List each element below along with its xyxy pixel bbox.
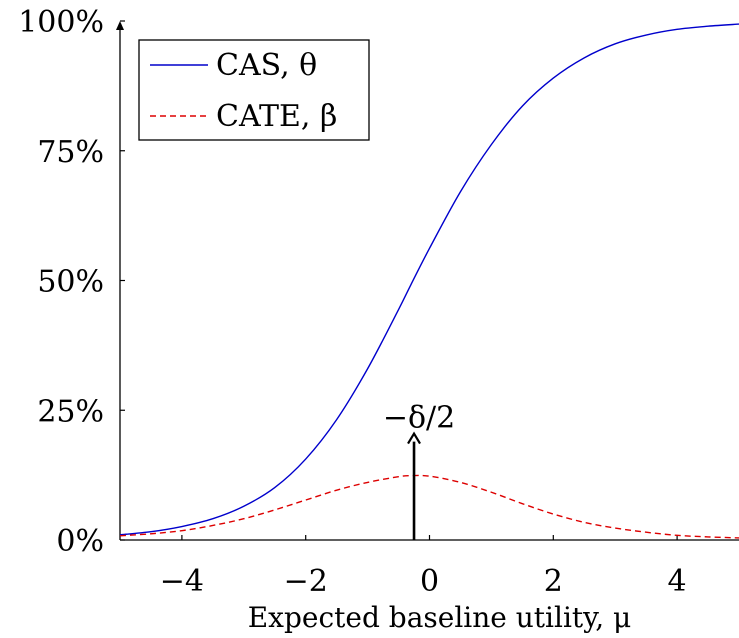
legend: CAS, θ CATE, β xyxy=(138,39,370,141)
legend-box xyxy=(138,39,370,141)
annotation-layer: −δ/2 xyxy=(383,401,455,540)
x-tick-label: 2 xyxy=(544,564,563,599)
cate-beta-line xyxy=(119,474,739,539)
y-tick-label: 75% xyxy=(37,135,104,170)
annotation-arrowhead xyxy=(407,431,421,445)
y-tick-label: 25% xyxy=(37,394,104,429)
y-tick-label: 0% xyxy=(56,524,104,559)
legend-label: CATE, β xyxy=(216,99,337,134)
x-tick-label: 0 xyxy=(420,564,439,599)
y-ticks: 0% 25% 50% 75% 100% xyxy=(18,5,125,559)
y-axis-arrowhead xyxy=(116,21,124,30)
y-tick-label: 100% xyxy=(18,5,104,40)
legend-label: CAS, θ xyxy=(216,48,317,83)
x-axis-title: Expected baseline utility, μ xyxy=(248,601,632,634)
series-layer xyxy=(119,23,739,539)
x-tick-label: 4 xyxy=(668,564,687,599)
annotation-label: −δ/2 xyxy=(383,401,455,436)
cas-theta-line xyxy=(119,23,739,536)
x-tick-label: −4 xyxy=(160,564,204,599)
x-ticks: −4 −2 0 2 4 xyxy=(160,535,687,599)
x-tick-label: −2 xyxy=(284,564,328,599)
y-tick-label: 50% xyxy=(37,265,104,300)
